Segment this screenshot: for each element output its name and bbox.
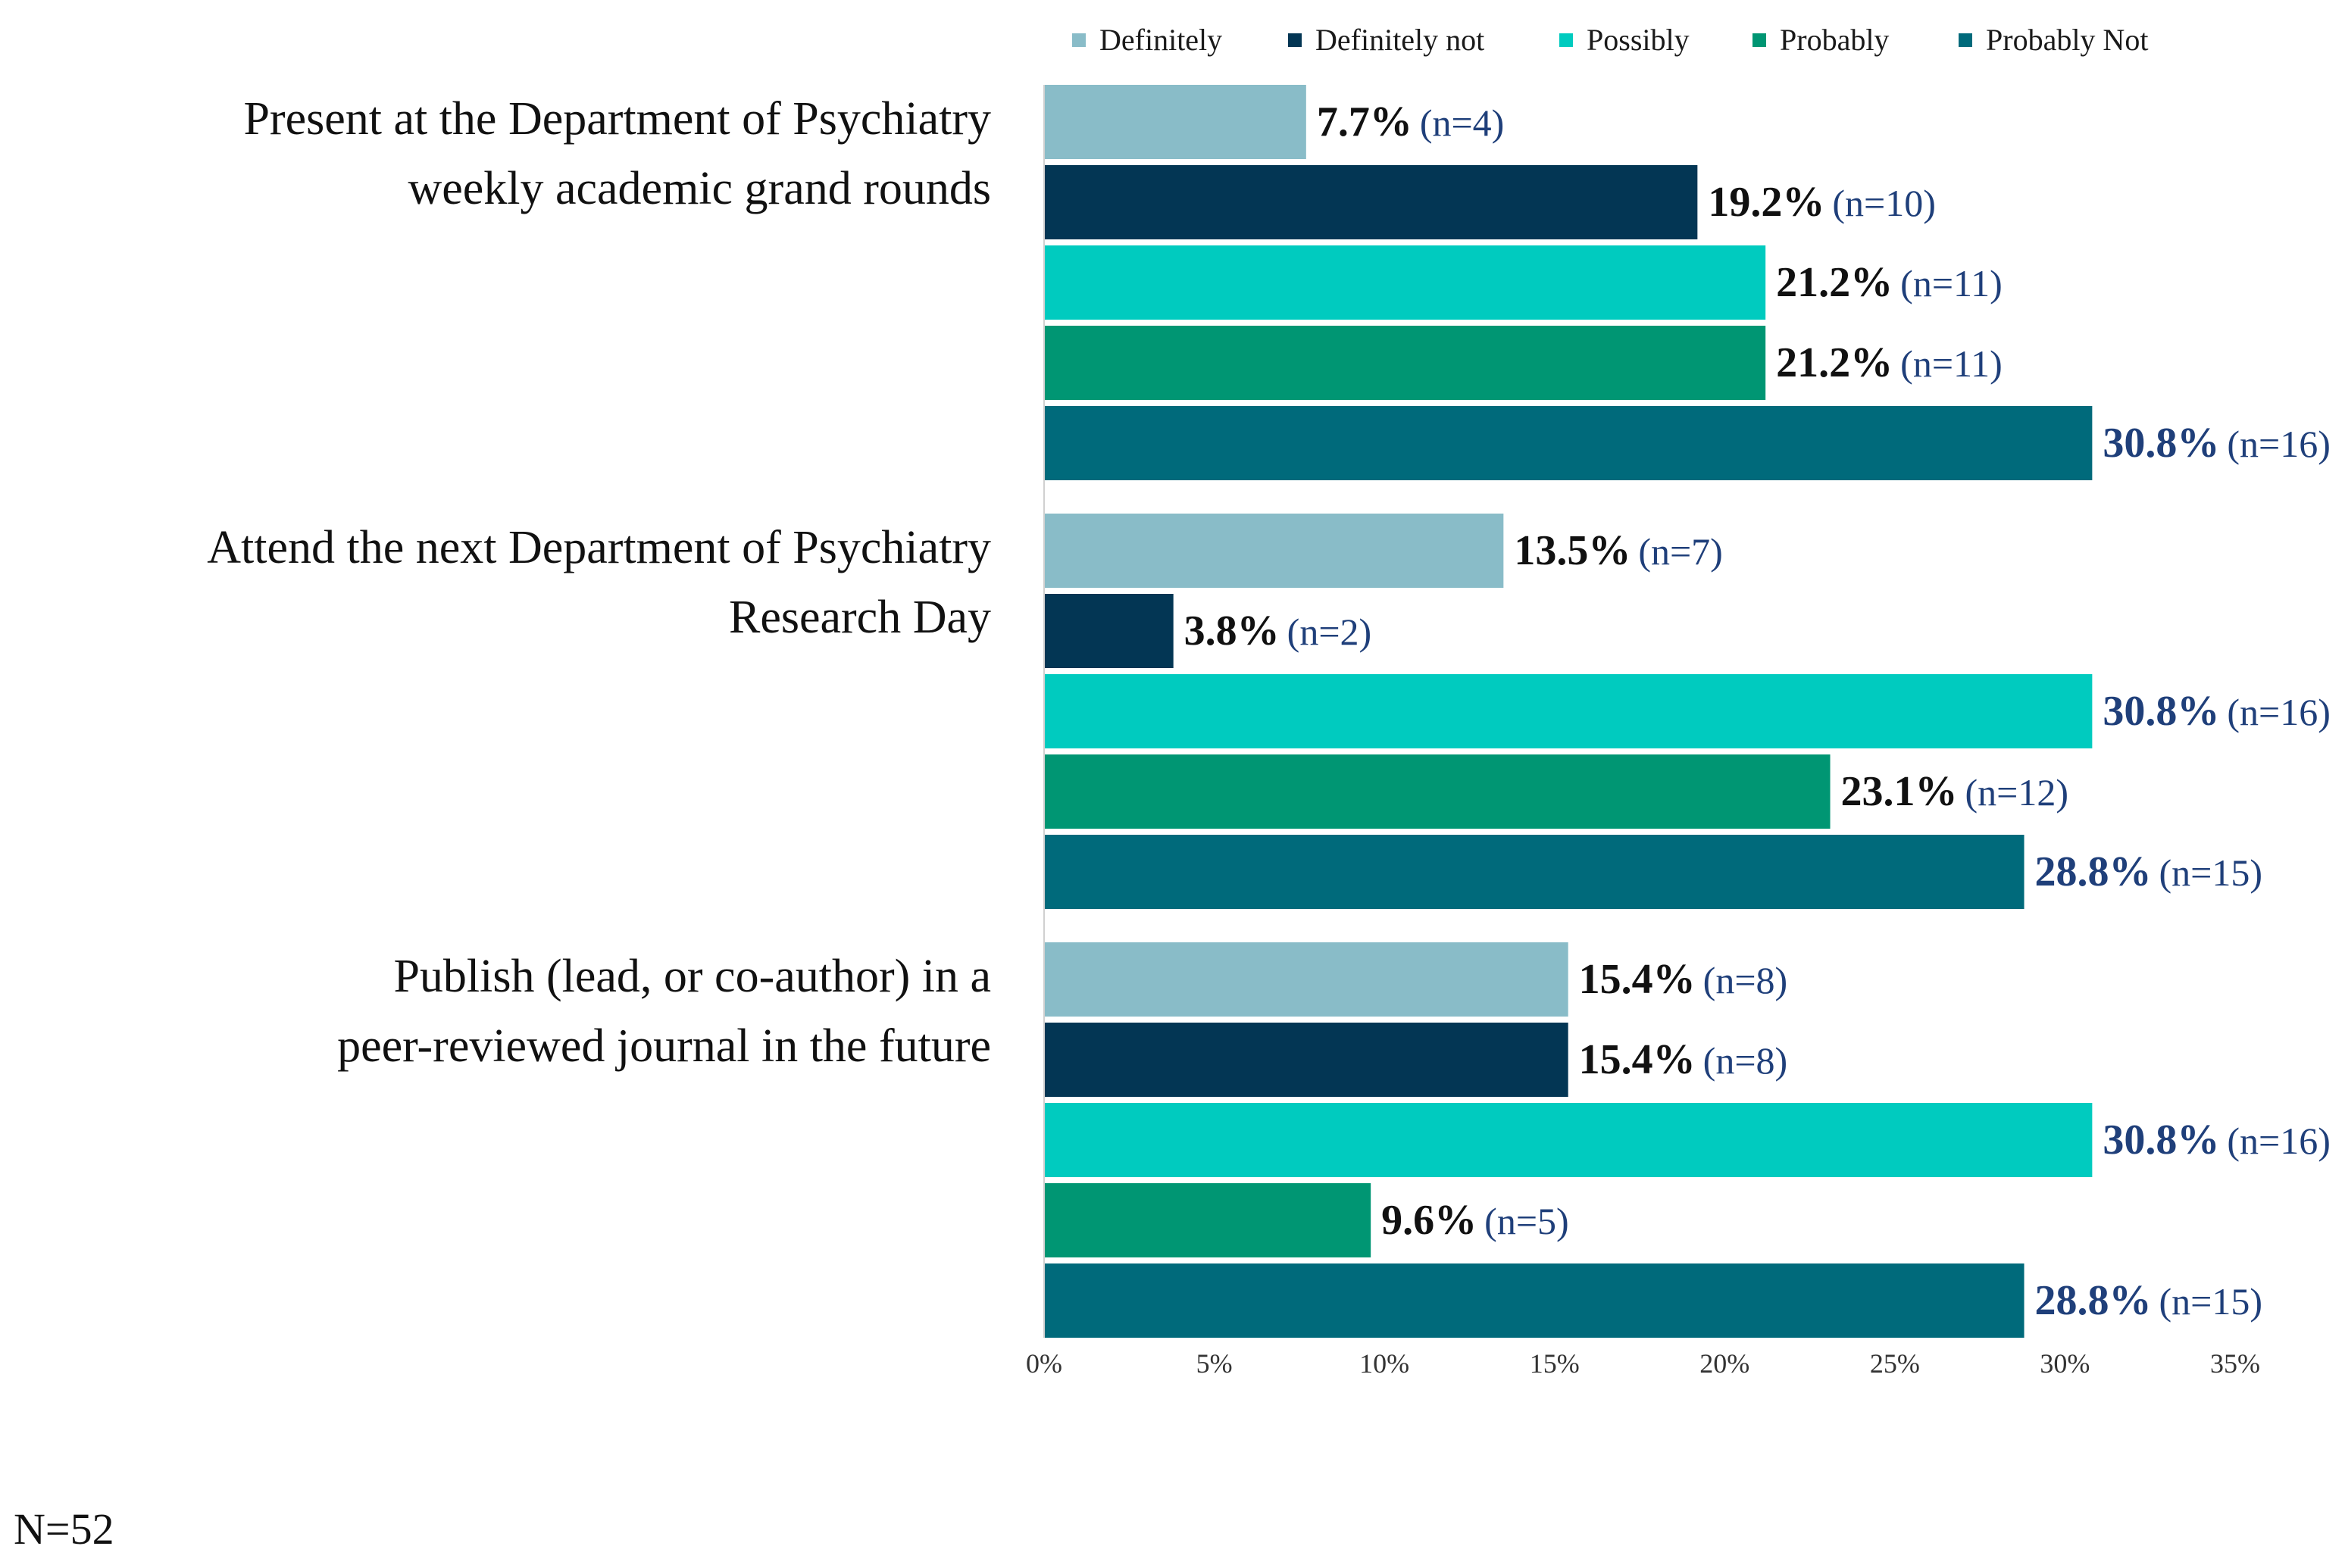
legend-swatch-possibly bbox=[1559, 33, 1573, 47]
bar-definitely-group-1 bbox=[1044, 85, 1306, 159]
x-tick-label-35: 35% bbox=[2210, 1348, 2260, 1379]
n-label-definitely-not-group-2: (n=2) bbox=[1287, 611, 1372, 653]
bar-possibly-group-1 bbox=[1044, 245, 1766, 320]
pct-label-possibly-group-1: 21.2% bbox=[1776, 259, 1893, 306]
pct-label-probably-group-1: 21.2% bbox=[1776, 339, 1893, 386]
x-tick-label-0: 0% bbox=[1026, 1348, 1062, 1379]
n-label-probably-not-group-3: (n=15) bbox=[2159, 1280, 2263, 1323]
bar-definitely-not-group-3 bbox=[1044, 1023, 1568, 1097]
pct-label-definitely-not-group-1: 19.2% bbox=[1708, 179, 1824, 226]
n-label-definitely-group-3: (n=8) bbox=[1703, 959, 1788, 1001]
sample-size-footnote: N=52 bbox=[14, 1504, 114, 1554]
pct-label-probably-not-group-3: 28.8% bbox=[2035, 1277, 2152, 1324]
pct-label-possibly-group-3: 30.8% bbox=[2103, 1117, 2219, 1164]
x-tick-label-20: 20% bbox=[1699, 1348, 1749, 1379]
category-label-1-line-2: weekly academic grand rounds bbox=[408, 163, 991, 214]
n-label-probably-group-2: (n=12) bbox=[1965, 771, 2069, 814]
bar-definitely-not-group-1 bbox=[1044, 165, 1698, 239]
bar-probably-not-group-2 bbox=[1044, 835, 2025, 909]
legend-swatch-definitely-not bbox=[1288, 33, 1302, 47]
x-tick-label-10: 10% bbox=[1359, 1348, 1409, 1379]
pct-label-probably-not-group-1: 30.8% bbox=[2103, 420, 2219, 467]
pct-label-possibly-group-2: 30.8% bbox=[2103, 688, 2219, 735]
category-label-3-line-2: peer-reviewed journal in the future bbox=[337, 1020, 991, 1072]
n-label-possibly-group-1: (n=11) bbox=[1900, 262, 2003, 305]
x-tick-label-30: 30% bbox=[2040, 1348, 2090, 1379]
bar-possibly-group-3 bbox=[1044, 1103, 2093, 1177]
bar-probably-not-group-1 bbox=[1044, 406, 2093, 480]
pct-label-definitely-not-group-3: 15.4% bbox=[1579, 1036, 1696, 1083]
n-label-probably-not-group-1: (n=16) bbox=[2227, 423, 2331, 465]
bar-definitely-group-2 bbox=[1044, 514, 1504, 588]
n-label-possibly-group-2: (n=16) bbox=[2227, 691, 2331, 733]
x-tick-label-15: 15% bbox=[1530, 1348, 1580, 1379]
pct-label-definitely-group-2: 13.5% bbox=[1514, 527, 1631, 574]
pct-label-probably-group-2: 23.1% bbox=[1841, 768, 1958, 815]
n-label-probably-group-3: (n=5) bbox=[1484, 1200, 1569, 1242]
n-label-definitely-not-group-1: (n=10) bbox=[1832, 182, 1936, 224]
pct-label-probably-group-3: 9.6% bbox=[1381, 1197, 1477, 1244]
legend-label-probably-not: Probably Not bbox=[1986, 23, 2148, 57]
n-label-definitely-not-group-3: (n=8) bbox=[1703, 1039, 1788, 1082]
pct-label-definitely-group-3: 15.4% bbox=[1579, 956, 1696, 1003]
legend-label-possibly: Possibly bbox=[1587, 23, 1690, 57]
legend-label-definitely-not: Definitely not bbox=[1315, 23, 1484, 57]
legend-label-definitely: Definitely bbox=[1099, 23, 1222, 57]
bar-probably-group-2 bbox=[1044, 754, 1831, 829]
n-label-definitely-group-2: (n=7) bbox=[1638, 530, 1723, 573]
category-label-2-line-2: Research Day bbox=[729, 592, 991, 643]
pct-label-probably-not-group-2: 28.8% bbox=[2035, 848, 2152, 895]
category-label-2-line-1: Attend the next Department of Psychiatry bbox=[207, 522, 991, 573]
n-label-definitely-group-1: (n=4) bbox=[1420, 102, 1505, 144]
bar-probably-group-1 bbox=[1044, 326, 1766, 400]
x-tick-label-5: 5% bbox=[1196, 1348, 1233, 1379]
legend-label-probably: Probably bbox=[1780, 23, 1889, 57]
n-label-probably-group-1: (n=11) bbox=[1900, 342, 2003, 385]
bar-probably-group-3 bbox=[1044, 1183, 1371, 1257]
category-label-1-line-1: Present at the Department of Psychiatry bbox=[243, 93, 991, 145]
n-label-probably-not-group-2: (n=15) bbox=[2159, 851, 2263, 894]
legend-swatch-probably-not bbox=[1959, 33, 1972, 47]
bar-definitely-group-3 bbox=[1044, 942, 1568, 1017]
pct-label-definitely-not-group-2: 3.8% bbox=[1184, 608, 1280, 654]
legend-swatch-probably bbox=[1752, 33, 1766, 47]
pct-label-definitely-group-1: 7.7% bbox=[1317, 98, 1412, 145]
bar-probably-not-group-3 bbox=[1044, 1263, 2025, 1338]
bar-possibly-group-2 bbox=[1044, 674, 2093, 748]
bar-definitely-not-group-2 bbox=[1044, 594, 1174, 668]
legend-swatch-definitely bbox=[1072, 33, 1086, 47]
x-tick-label-25: 25% bbox=[1870, 1348, 1920, 1379]
n-label-possibly-group-3: (n=16) bbox=[2227, 1120, 2331, 1162]
category-label-3-line-1: Publish (lead, or co-author) in a bbox=[393, 951, 991, 1002]
